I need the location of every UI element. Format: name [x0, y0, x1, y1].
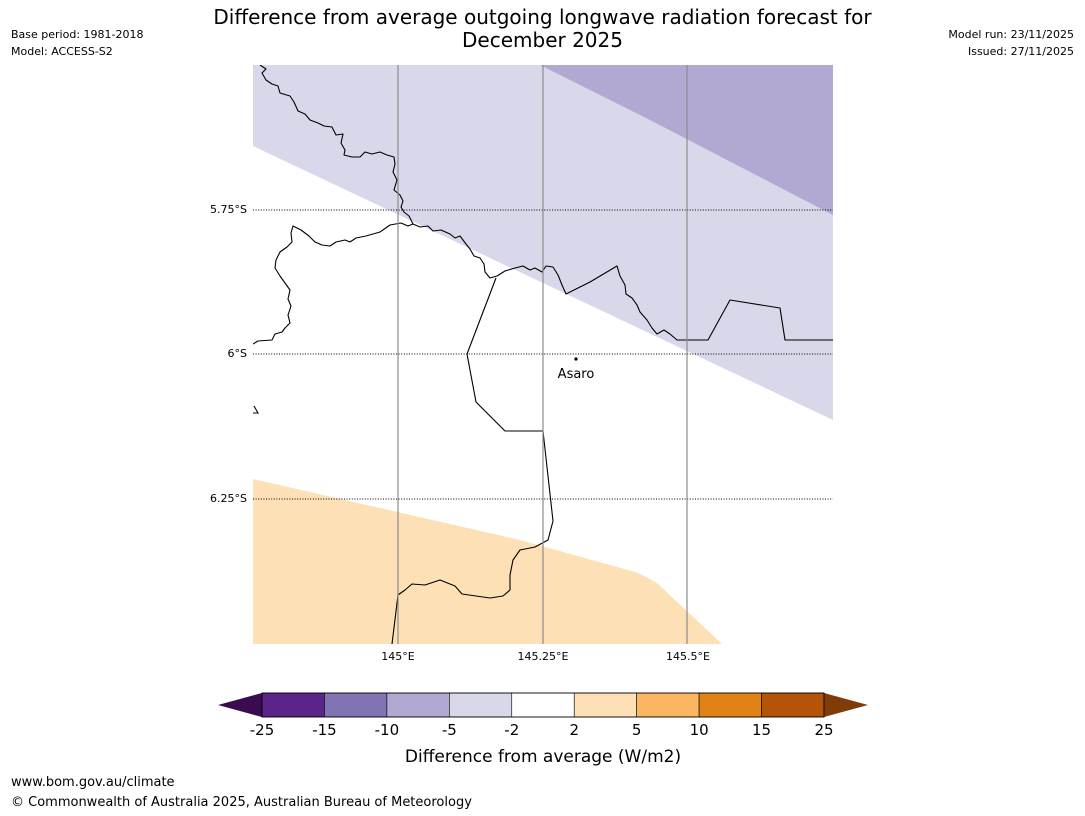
footer-copyright: © Commonwealth of Australia 2025, Austra… — [11, 795, 472, 810]
colorbar-tick-label: 2 — [569, 721, 579, 739]
band-minus10-to-minus5 — [540, 65, 833, 215]
colorbar-label: Difference from average (W/m2) — [405, 747, 681, 767]
map-area: Asaro — [253, 65, 833, 644]
coastline-fragment — [253, 405, 259, 414]
colorbar-cell — [573, 692, 637, 718]
colorbar-cell — [636, 692, 700, 718]
colorbar-cell — [511, 692, 575, 718]
lat-label-5-75: 5.75°S — [210, 203, 247, 216]
colorbar-tick-label: -25 — [250, 721, 275, 739]
footer-url: www.bom.gov.au/climate — [11, 775, 175, 790]
colorbar-tick-label: -5 — [442, 721, 457, 739]
title-line-2: December 2025 — [462, 28, 623, 52]
lon-label-145: 145°E — [381, 650, 414, 663]
colorbar-tick-label: 25 — [814, 721, 833, 739]
colorbar-tick-label: 15 — [752, 721, 771, 739]
colorbar: -25 -15 -10 -5 -2 2 5 10 15 25 Difference from av… — [218, 692, 868, 767]
colorbar-cell — [761, 692, 825, 718]
lon-label-145-5: 145.5°E — [666, 650, 710, 663]
coastline-coast-east — [412, 223, 833, 341]
colorbar-tick-label: -2 — [504, 721, 519, 739]
colorbar-cell — [698, 692, 762, 718]
colorbar-outline — [261, 692, 825, 718]
base-period-text: Base period: 1981-2018 — [11, 28, 144, 41]
colorbar-cell — [449, 692, 513, 718]
lon-label-145-25: 145.25°E — [518, 650, 569, 663]
meta-right: Model run: 23/11/2025 Issued: 27/11/2025 — [948, 26, 1074, 60]
asaro-label: Asaro — [558, 367, 595, 382]
colorbar-tick-label: -15 — [312, 721, 337, 739]
band-2-to-5 — [253, 479, 722, 644]
colorbar-tick-label: -10 — [375, 721, 400, 739]
asaro-marker — [574, 357, 578, 361]
colorbar-extension-low — [218, 693, 262, 717]
model-run-text: Model run: 23/11/2025 — [948, 28, 1074, 41]
title-line-1: Difference from average outgoing longwav… — [213, 5, 872, 29]
colorbar-cell — [324, 692, 388, 718]
issued-text: Issued: 27/11/2025 — [967, 45, 1074, 58]
colorbar-cell — [386, 692, 450, 718]
lat-label-6-25: 6.25°S — [210, 492, 247, 505]
colorbar-tick-label: 10 — [690, 721, 709, 739]
lat-label-6: 6°S — [228, 347, 247, 360]
colorbar-tick-label: 5 — [632, 721, 642, 739]
colorbar-extension-high — [824, 693, 868, 717]
province-border — [391, 277, 554, 644]
colorbar-cell — [261, 692, 325, 718]
map-title: Difference from average outgoing longwav… — [150, 6, 935, 52]
model-text: Model: ACCESS-S2 — [11, 45, 113, 58]
meta-left: Base period: 1981-2018 Model: ACCESS-S2 — [11, 26, 143, 60]
coastline — [253, 65, 414, 345]
